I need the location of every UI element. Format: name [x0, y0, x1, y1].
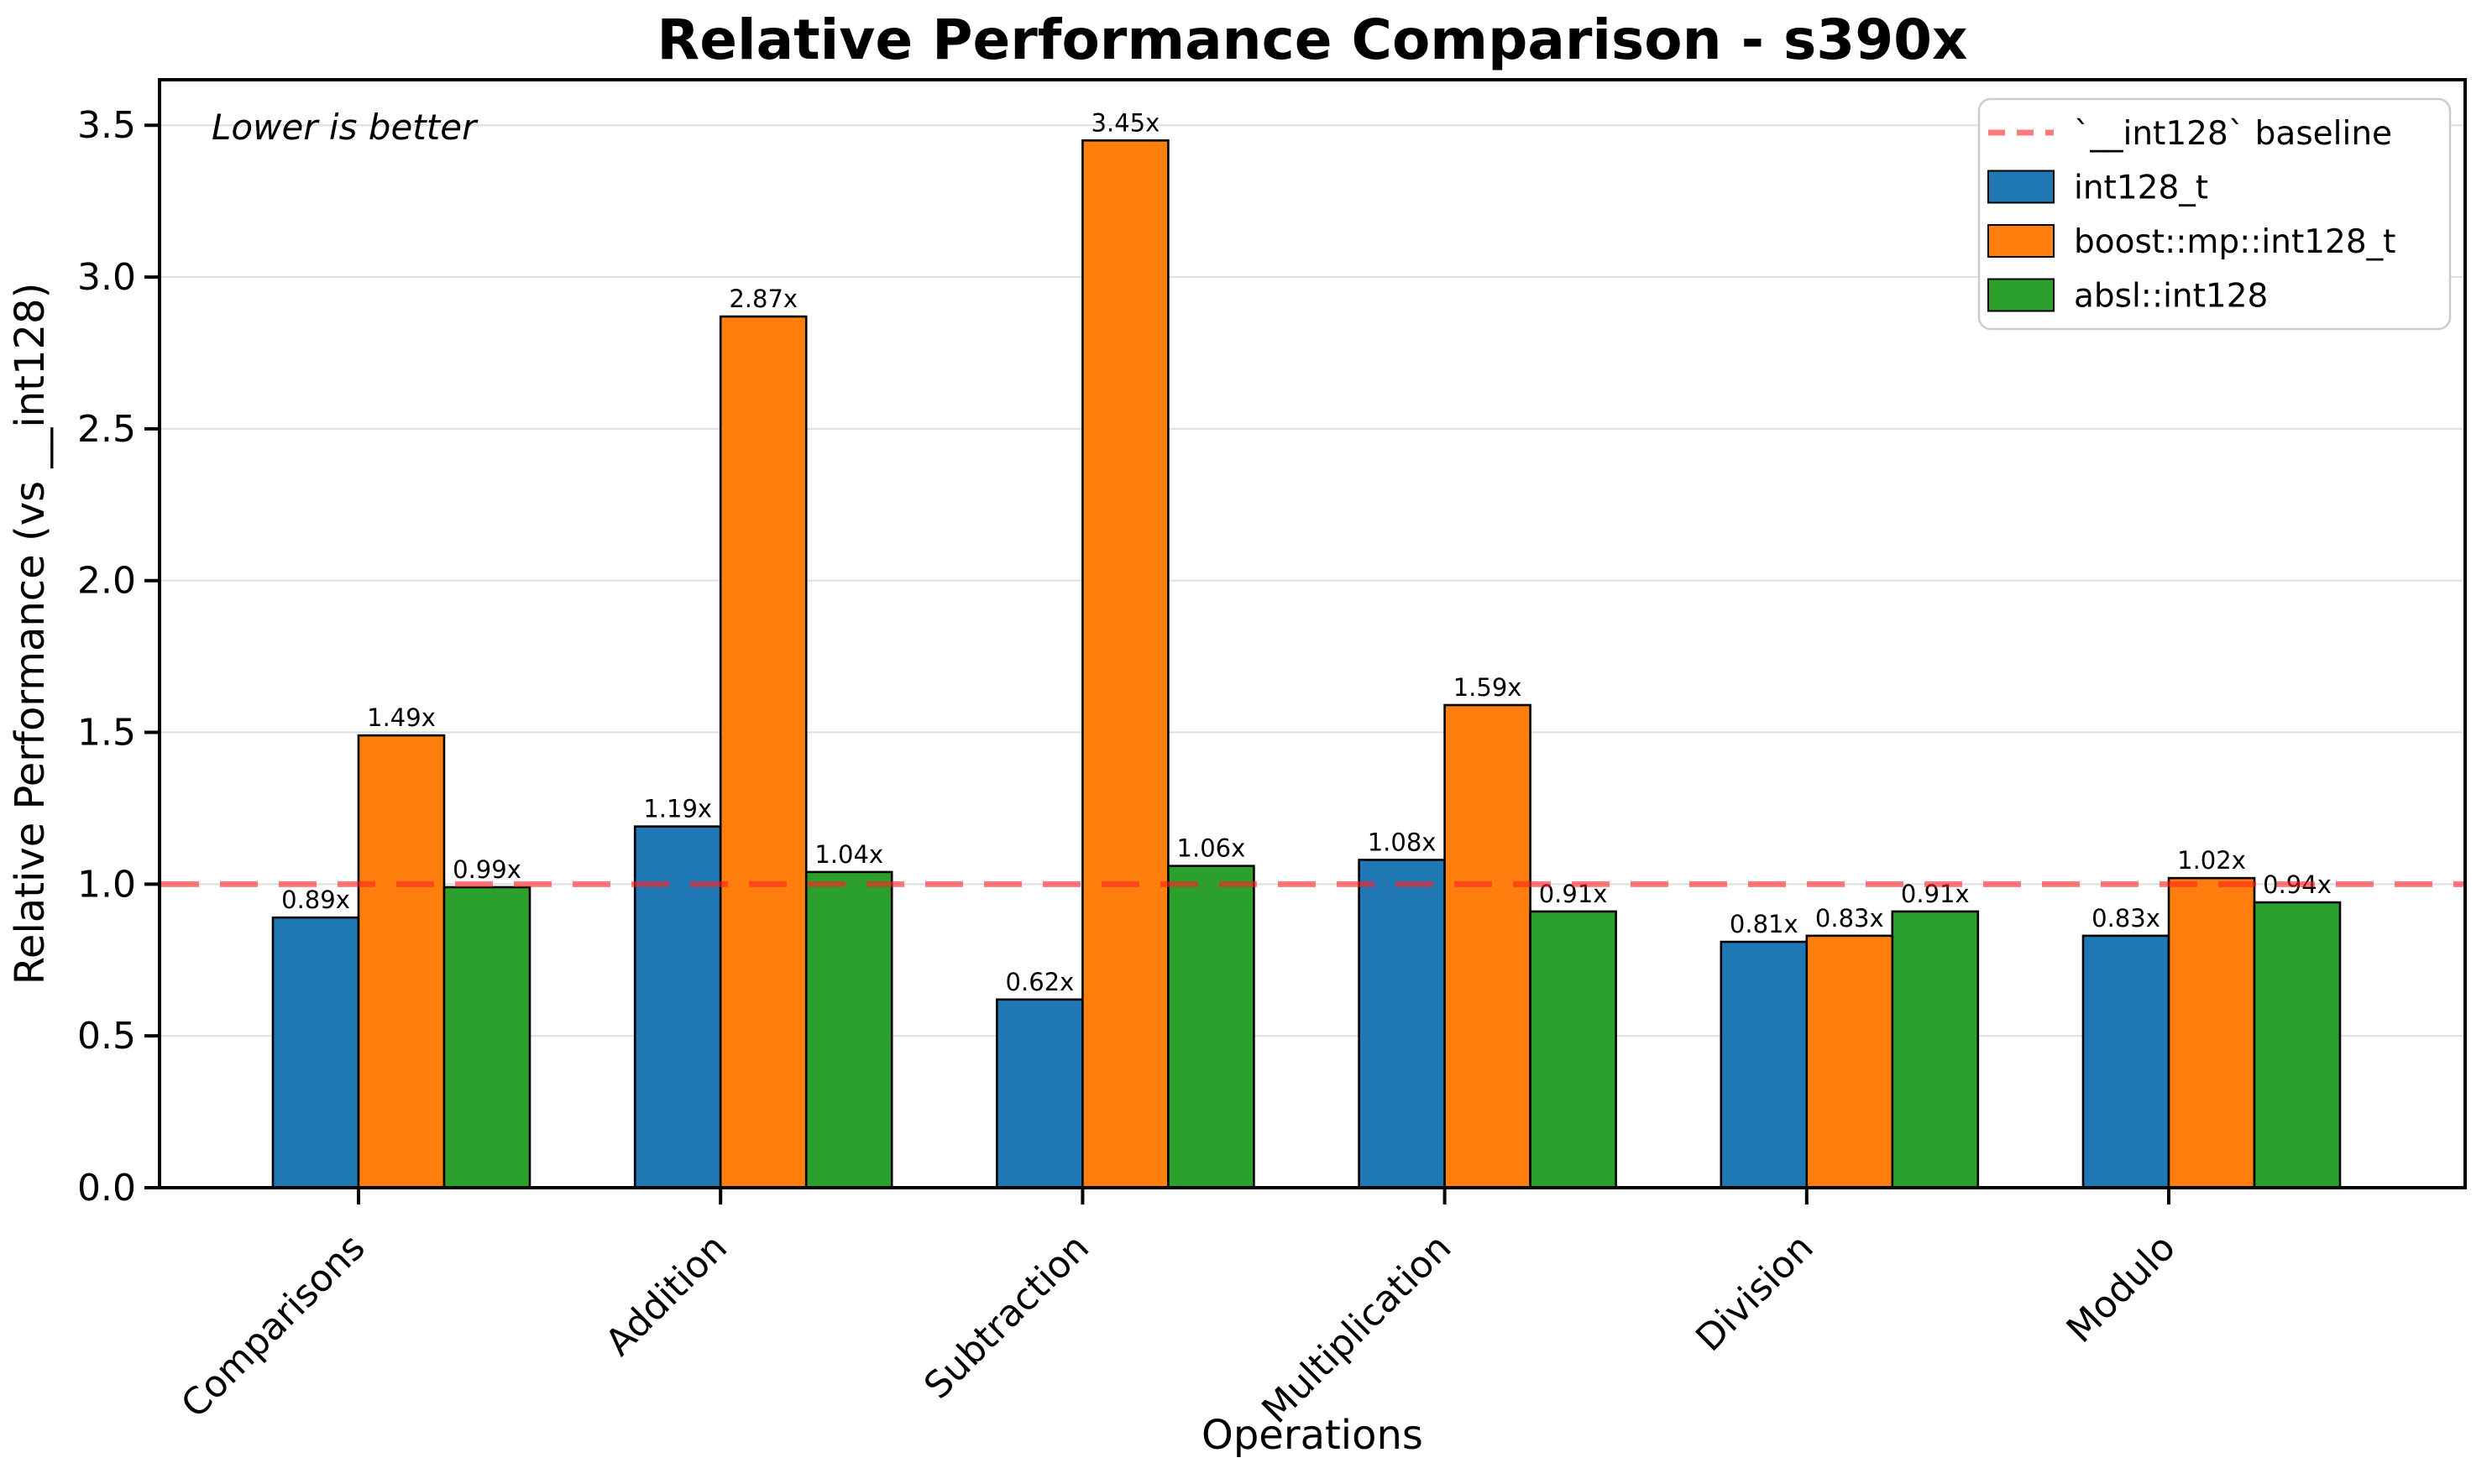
- chart-title: Relative Performance Comparison - s390x: [657, 8, 1968, 72]
- bar-value-label: 1.02x: [2177, 846, 2246, 875]
- bar-value-label: 1.19x: [643, 795, 712, 823]
- legend-swatch: [1987, 278, 2055, 312]
- bar-value-label: 0.89x: [281, 886, 350, 914]
- bar-value-label: 0.62x: [1006, 968, 1075, 996]
- bar-value-label: 1.06x: [1177, 834, 1246, 863]
- legend: `__int128` baselineint128_tboost::mp::in…: [1977, 97, 2452, 331]
- bar: [1805, 934, 1894, 1189]
- bar-value-label: 1.49x: [367, 703, 436, 732]
- x-tick-label: Modulo: [2059, 1226, 2184, 1351]
- legend-box: [1977, 97, 2452, 331]
- y-tick-label: 3.5: [77, 104, 136, 147]
- bar: [1891, 910, 1980, 1189]
- y-tick-label: 0.0: [77, 1167, 136, 1210]
- bar-value-label: 1.08x: [1368, 828, 1437, 856]
- bar: [442, 886, 531, 1189]
- x-tick-label: Addition: [597, 1226, 736, 1365]
- x-axis-label: Operations: [1202, 1412, 1423, 1459]
- bar-value-label: 0.83x: [1815, 904, 1884, 933]
- bar-groups: 0.89x 1.19x 0.62x 1.08x 0.81x 0.83x 1.49x 2.87x…: [271, 108, 2342, 1189]
- y-tick-label: 2.5: [77, 408, 136, 451]
- bar: [1358, 859, 1446, 1189]
- bar: [2167, 876, 2256, 1189]
- bar: [1529, 910, 1617, 1189]
- bar-value-label: 0.99x: [453, 855, 521, 884]
- x-tick-label: Multiplication: [1254, 1226, 1459, 1432]
- y-tick-label: 0.5: [77, 1015, 136, 1058]
- legend-item-absl::int128: absl::int128: [1987, 278, 2268, 316]
- legend-label: boost::mp::int128_t: [2074, 223, 2395, 261]
- bar: [719, 315, 808, 1189]
- bar: [1167, 865, 1255, 1189]
- bar-value-label: 1.04x: [814, 840, 883, 869]
- axes-frame: [158, 78, 2467, 1189]
- legend-label: absl::int128: [2074, 278, 2268, 316]
- y-tick-label: 2.0: [77, 560, 136, 603]
- series-int128_t: 0.89x 1.19x 0.62x 1.08x 0.81x 0.83x: [271, 795, 2170, 1189]
- bar: [271, 916, 360, 1189]
- bar: [804, 870, 893, 1189]
- bar-value-label: 2.87x: [729, 285, 798, 313]
- legend-swatch: [1987, 224, 2055, 258]
- x-tick-label: Subtraction: [916, 1226, 1097, 1408]
- bar-value-label: 1.59x: [1453, 673, 1522, 702]
- legend-item-int128_t: int128_t: [1987, 170, 2208, 207]
- legend-item-baseline: `__int128` baseline: [1988, 115, 2392, 153]
- legend-swatch: [1987, 170, 2055, 204]
- y-tick-label: 3.0: [77, 256, 136, 299]
- legend-label: int128_t: [2074, 170, 2208, 207]
- bar: [1081, 139, 1170, 1189]
- bar: [1443, 703, 1531, 1189]
- x-tick-label: Comparisons: [173, 1226, 374, 1427]
- y-axis-label: Relative Performance (vs __int128): [7, 283, 54, 985]
- annotation-lower-is-better: Lower is better: [212, 107, 479, 148]
- bar-value-label: 0.83x: [2092, 904, 2160, 933]
- bar: [1720, 940, 1809, 1189]
- series-boost::mp::int128_t: 1.49x 2.87x 3.45x 1.59x 0.83x 1.02x: [357, 108, 2256, 1189]
- plot-border: [158, 78, 2467, 1189]
- legend-item-boost::mp::int128_t: boost::mp::int128_t: [1987, 223, 2395, 261]
- bar-value-label: 3.45x: [1092, 108, 1160, 137]
- bar: [2081, 934, 2170, 1189]
- y-tick-label: 1.5: [77, 712, 136, 755]
- bar: [357, 734, 446, 1189]
- y-tick-label: 1.0: [77, 863, 136, 906]
- bar: [633, 825, 722, 1189]
- bar: [2253, 901, 2342, 1189]
- legend-label: `__int128` baseline: [2074, 115, 2392, 153]
- x-tick-label: Division: [1688, 1226, 1821, 1360]
- bar-value-label: 0.81x: [1730, 910, 1798, 938]
- bar: [996, 998, 1084, 1189]
